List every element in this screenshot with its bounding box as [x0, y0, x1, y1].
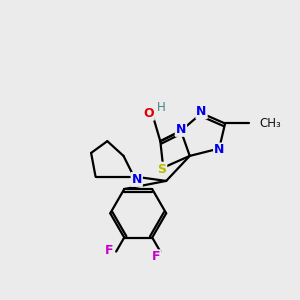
Text: H: H [157, 101, 166, 114]
Text: S: S [157, 163, 166, 176]
Text: N: N [176, 123, 186, 136]
Text: N: N [196, 105, 207, 118]
Text: CH₃: CH₃ [260, 117, 282, 130]
Text: N: N [214, 143, 224, 157]
Text: N: N [132, 173, 142, 186]
Text: F: F [152, 250, 160, 263]
Text: O: O [143, 107, 154, 120]
Text: F: F [104, 244, 113, 256]
